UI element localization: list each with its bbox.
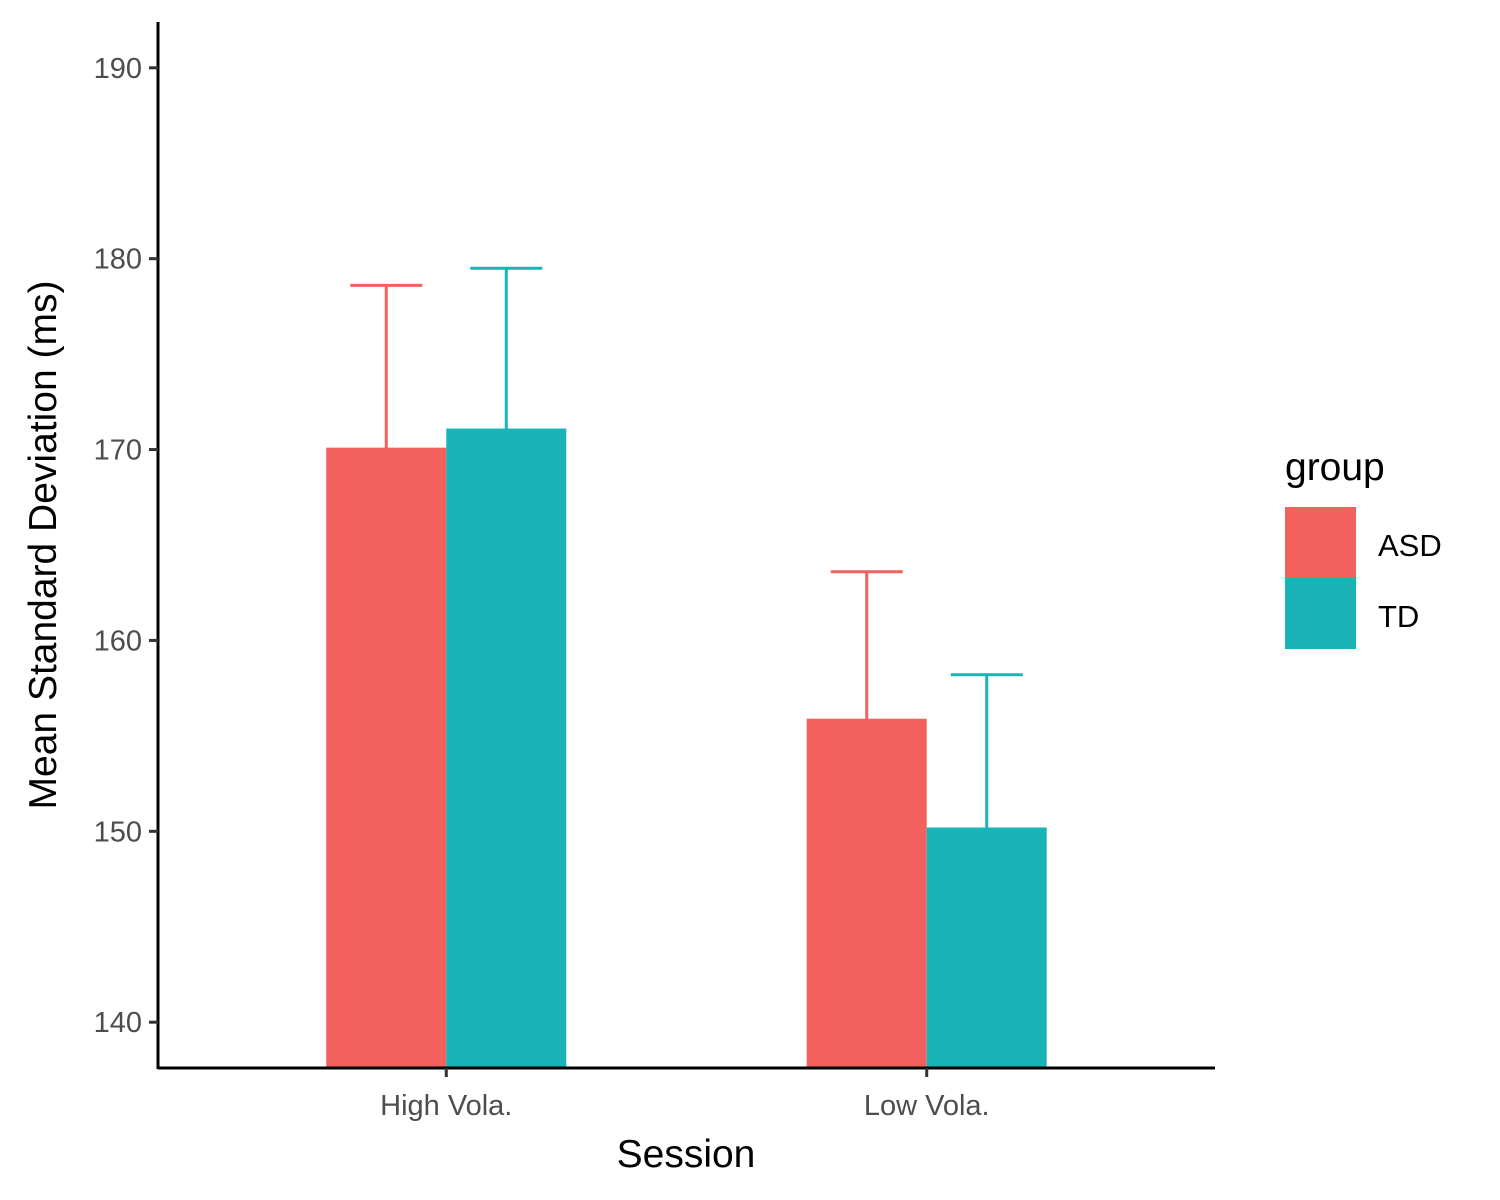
legend-title: group <box>1285 446 1385 489</box>
y-ticks: 140 150 160 170 180 190 <box>94 53 158 1039</box>
y-tick-label: 180 <box>94 244 142 276</box>
x-ticks: High Vola. Low Vola. <box>380 1068 990 1122</box>
bar-asd <box>326 447 447 1068</box>
errorbar-layer <box>350 266 1023 830</box>
y-tick-label: 140 <box>94 1007 142 1039</box>
y-tick-label: 170 <box>94 435 142 467</box>
y-tick-label: 190 <box>94 53 142 85</box>
x-tick-label: Low Vola. <box>864 1090 990 1122</box>
bar-td <box>446 428 567 1069</box>
bar-asd <box>806 718 927 1068</box>
x-tick-label: High Vola. <box>380 1090 512 1122</box>
y-tick-label: 160 <box>94 625 142 657</box>
y-tick-label: 150 <box>94 816 142 848</box>
legend: group ASD TD <box>1285 446 1442 649</box>
y-axis-title: Mean Standard Deviation (ms) <box>22 281 65 810</box>
legend-key-td <box>1285 578 1356 649</box>
x-axis-title: Session <box>617 1133 756 1176</box>
bar-td <box>926 827 1047 1068</box>
legend-label-asd: ASD <box>1378 528 1442 563</box>
bars-layer <box>326 428 1047 1069</box>
legend-label-td: TD <box>1378 599 1419 634</box>
legend-key-asd <box>1285 507 1356 578</box>
